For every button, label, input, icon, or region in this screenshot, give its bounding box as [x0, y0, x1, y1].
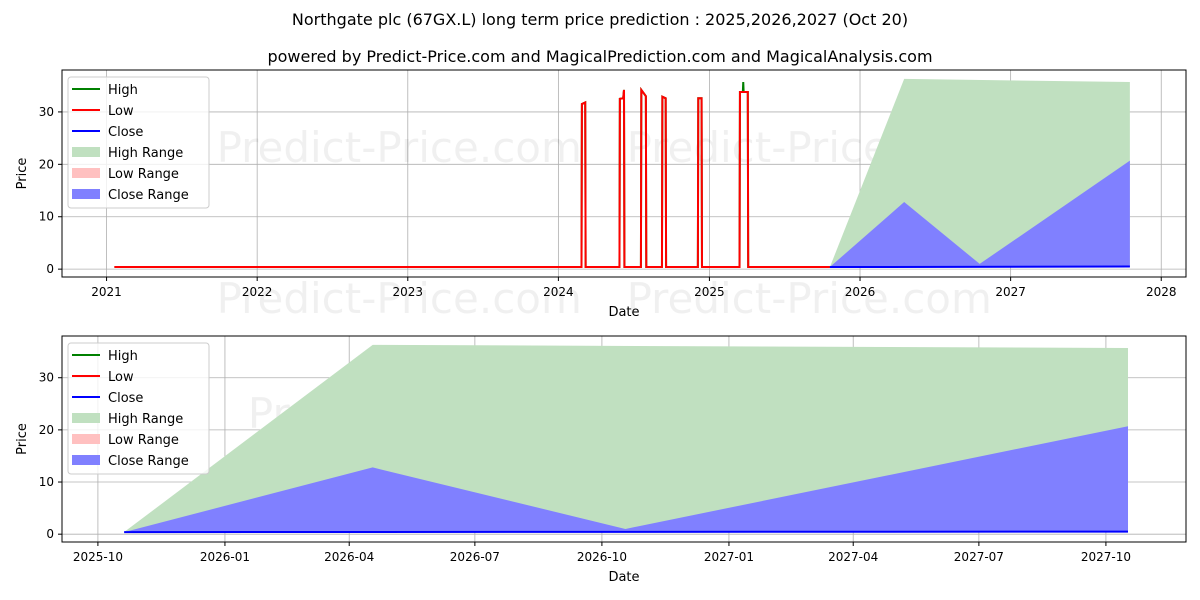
- close-line: [124, 530, 1129, 534]
- legend-item: Low: [72, 104, 134, 119]
- x-tick-label: 2027-07: [954, 550, 1004, 564]
- y-tick-label: 0: [46, 527, 54, 541]
- x-tick-label: 2024: [543, 285, 574, 299]
- legend-swatch: [72, 147, 100, 157]
- x-tick-label: 2022: [242, 285, 273, 299]
- legend-label: Low Range: [108, 167, 179, 182]
- legend-swatch: [72, 434, 100, 444]
- legend-box: [67, 76, 210, 209]
- legend-item: Low: [72, 370, 134, 385]
- chart-panel-2: 2025-10 2026-01 2026-04 2026-07 2026-10 2027-…: [15, 335, 1187, 585]
- x-tick-label: 2026-01: [200, 550, 250, 564]
- x-tick-label: 2027: [995, 285, 1026, 299]
- legend: High Low Close High Range Low Range Close Ran…: [67, 76, 210, 209]
- legend: High Low Close High Range Low Range Close Ran…: [67, 342, 210, 475]
- legend-label: Low: [108, 104, 134, 119]
- high-line: [114, 82, 830, 269]
- legend-label: Close Range: [108, 188, 189, 203]
- x-tick-label: 2026: [845, 285, 876, 299]
- chart-subtitle: powered by Predict-Price.com and Magical…: [267, 47, 933, 66]
- legend-label: Close: [108, 125, 143, 140]
- legend-item: Low Range: [72, 167, 179, 182]
- legend-label: Low Range: [108, 433, 179, 448]
- axes-frame: [61, 69, 1187, 278]
- legend-item: Close: [72, 125, 143, 140]
- watermark: Predict-Price.com: [627, 274, 992, 323]
- y-tick-label: 0: [46, 262, 54, 276]
- y-tick-label: 20: [39, 157, 54, 171]
- x-tick-label: 2025: [694, 285, 725, 299]
- x-tick-label: 2023: [393, 285, 424, 299]
- x-tick-label: 2027-04: [828, 550, 878, 564]
- legend-label: Low: [108, 370, 134, 385]
- x-tick-label: 2026-07: [450, 550, 500, 564]
- x-tick-label: 2025-10: [73, 550, 123, 564]
- y-tick-label: 30: [39, 371, 54, 385]
- chart-panel-1: 2021 2022 2023 2024 2025 2026 2027 2028 0 10 20 30 P…: [15, 69, 1187, 323]
- y-tick-label: 30: [39, 105, 54, 119]
- x-tick-label: 2028: [1146, 285, 1177, 299]
- x-axis-label: Date: [608, 570, 639, 585]
- x-tick-label: 2026-04: [324, 550, 374, 564]
- x-tick-label: 2027-01: [704, 550, 754, 564]
- legend-item: Close: [72, 391, 143, 406]
- legend-label: Close: [108, 391, 143, 406]
- legend-item: Close Range: [72, 454, 189, 469]
- legend-item: High Range: [72, 412, 183, 427]
- legend-swatch: [72, 413, 100, 423]
- y-tick-label: 10: [39, 210, 54, 224]
- legend-swatch: [72, 455, 100, 465]
- legend-item: Close Range: [72, 188, 189, 203]
- legend-label: High Range: [108, 412, 183, 427]
- legend-label: High Range: [108, 146, 183, 161]
- low-line: [114, 86, 830, 269]
- close-range-area: [829, 160, 1130, 268]
- legend-box: [67, 342, 210, 475]
- x-axis-label: Date: [608, 305, 639, 320]
- x-tick-label: 2027-10: [1081, 550, 1131, 564]
- legend-item: High: [72, 83, 138, 98]
- legend-item: High Range: [72, 146, 183, 161]
- legend-label: Close Range: [108, 454, 189, 469]
- close-line: [829, 265, 1130, 269]
- y-tick-label: 20: [39, 423, 54, 437]
- chart-title: Northgate plc (67GX.L) long term price p…: [291, 10, 909, 29]
- x-tick-label: 2026-10: [577, 550, 627, 564]
- legend-item: High: [72, 349, 138, 364]
- legend-swatch: [72, 168, 100, 178]
- y-tick-label: 10: [39, 475, 54, 489]
- watermark: Predict-Price.com: [217, 123, 582, 172]
- watermark: Predict-Price.com: [217, 274, 582, 323]
- legend-swatch: [72, 189, 100, 199]
- x-tick-label: 2021: [91, 285, 122, 299]
- legend-label: High: [108, 83, 138, 98]
- axes-frame: [61, 335, 1187, 543]
- legend-label: High: [108, 349, 138, 364]
- y-axis-label: Price: [15, 423, 30, 455]
- close-range-area: [124, 426, 1129, 533]
- y-axis-label: Price: [15, 158, 30, 190]
- legend-item: Low Range: [72, 433, 179, 448]
